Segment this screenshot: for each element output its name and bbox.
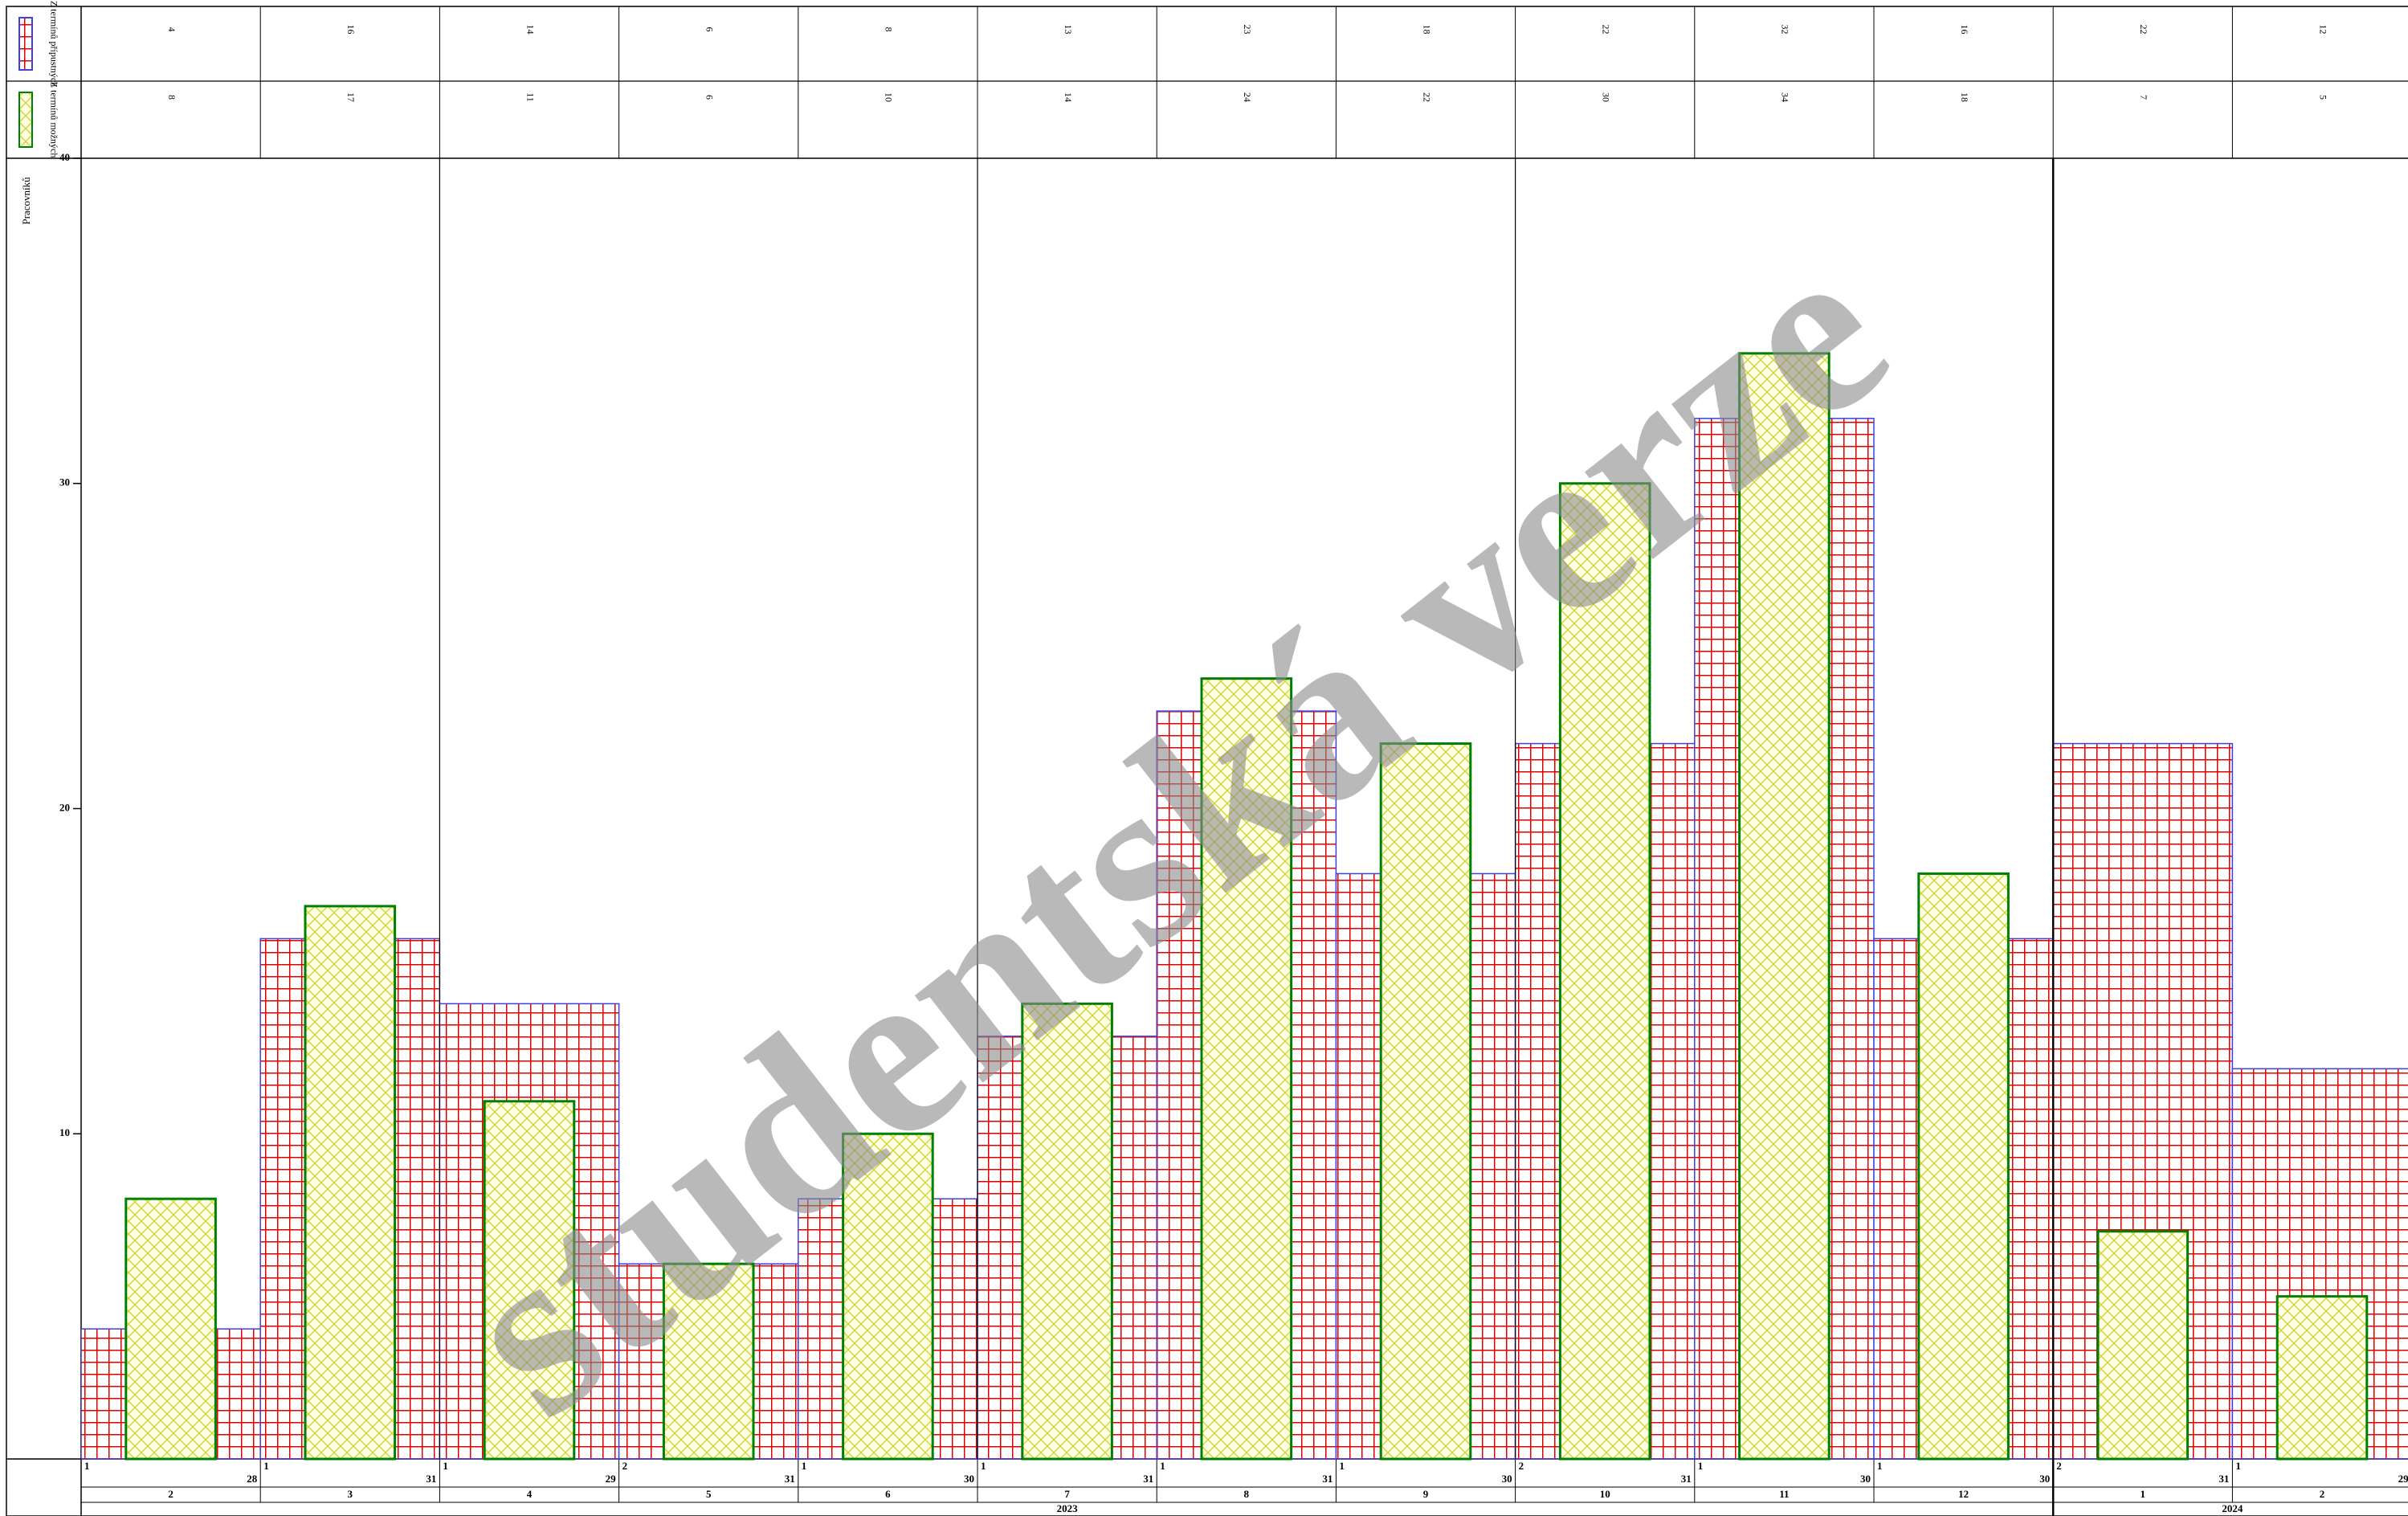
x-day-label: 1: [443, 1460, 448, 1472]
y-tick-label: 20: [59, 801, 70, 813]
table-value: 12: [2317, 25, 2328, 35]
x-day-label: 30: [1502, 1473, 1512, 1485]
x-day-label: 1: [1160, 1460, 1165, 1472]
x-day-label: 31: [2218, 1473, 2229, 1485]
table-value: 6: [704, 27, 715, 32]
table-value: 32: [1780, 25, 1791, 35]
x-tick-label: 6: [885, 1488, 891, 1500]
x-day-label: 28: [247, 1473, 258, 1485]
x-day-label: 1: [981, 1460, 986, 1472]
bar: [483, 1100, 576, 1461]
legend-swatch: [18, 17, 33, 71]
x-tick-label: 8: [1244, 1488, 1250, 1500]
x-day-label: 29: [2398, 1473, 2408, 1485]
table-value: 6: [704, 95, 715, 100]
table-value: 24: [1242, 92, 1253, 102]
x-tick-label: 10: [1600, 1488, 1610, 1500]
x-day-label: 30: [2039, 1473, 2050, 1485]
x-year-label: 2023: [1057, 1502, 1079, 1514]
x-tick-label: 9: [1423, 1488, 1429, 1500]
table-value: 16: [1959, 25, 1970, 35]
table-value: 10: [884, 92, 895, 102]
x-day-label: 30: [964, 1473, 974, 1485]
x-tick-label: 1: [2141, 1488, 2146, 1500]
table-value: 8: [884, 27, 895, 32]
legend-label: Z termínů přípustných: [48, 1, 59, 87]
frame: [6, 6, 2408, 1516]
bar: [1558, 482, 1651, 1461]
bar: [124, 1197, 217, 1461]
legend-swatch: [18, 92, 33, 148]
x-day-label: 31: [1681, 1473, 1692, 1485]
x-day-label: 1: [263, 1460, 269, 1472]
x-day-label: 31: [426, 1473, 436, 1485]
y-tick-label: 40: [59, 151, 70, 163]
x-tick-label: 7: [1064, 1488, 1070, 1500]
y-axis-label: Pracovníků: [20, 177, 32, 225]
table-value: 11: [524, 92, 536, 102]
table-value: 4: [166, 27, 178, 32]
table-value: 30: [1600, 92, 1611, 102]
bar: [2275, 1295, 2369, 1461]
x-day-label: 2: [622, 1460, 628, 1472]
x-day-label: 31: [785, 1473, 795, 1485]
x-day-label: 2: [2056, 1460, 2062, 1472]
x-tick-label: 2: [2320, 1488, 2325, 1500]
bar: [842, 1132, 934, 1461]
bar: [1738, 352, 1830, 1461]
table-value: 14: [1063, 92, 1074, 102]
x-tick-label: 4: [527, 1488, 533, 1500]
bar: [662, 1262, 755, 1461]
x-day-label: 31: [1143, 1473, 1153, 1485]
bar: [1917, 872, 2010, 1461]
table-value: 14: [524, 25, 536, 35]
table-value: 22: [2138, 25, 2149, 35]
bar: [304, 905, 397, 1461]
legend-label: Z termínů možných: [48, 82, 59, 158]
bar: [1021, 1002, 1113, 1461]
table-value: 23: [1242, 25, 1253, 35]
table-value: 22: [1421, 92, 1432, 102]
x-day-label: 1: [1339, 1460, 1345, 1472]
x-tick-label: 2: [168, 1488, 173, 1500]
y-tick-label: 10: [59, 1126, 70, 1138]
x-day-label: 30: [1860, 1473, 1871, 1485]
bar: [1379, 742, 1472, 1461]
plot: 4812821617131314111294662315810130613141…: [81, 6, 2408, 1516]
x-day-label: 1: [802, 1460, 807, 1472]
x-year-label: 2024: [2222, 1502, 2243, 1514]
table-value: 5: [2317, 95, 2328, 100]
table-value: 7: [2138, 95, 2149, 100]
x-day-label: 1: [1877, 1460, 1883, 1472]
bar: [2096, 1230, 2190, 1461]
table-value: 18: [1421, 25, 1432, 35]
x-day-label: 1: [84, 1460, 90, 1472]
table-value: 17: [345, 92, 357, 102]
x-day-label: 29: [606, 1473, 617, 1485]
bar: [1200, 677, 1293, 1461]
table-value: 18: [1959, 92, 1970, 102]
x-day-label: 31: [1322, 1473, 1333, 1485]
x-tick-label: 3: [348, 1488, 353, 1500]
table-value: 13: [1063, 25, 1074, 35]
x-tick-label: 12: [1958, 1488, 1969, 1500]
table-value: 8: [166, 95, 178, 100]
y-tick-label: 30: [59, 476, 70, 488]
table-value: 34: [1780, 92, 1791, 102]
table-value: 22: [1600, 25, 1611, 35]
x-tick-label: 5: [706, 1488, 712, 1500]
x-day-label: 1: [2235, 1460, 2241, 1472]
x-tick-label: 11: [1779, 1488, 1789, 1500]
x-day-label: 1: [1698, 1460, 1704, 1472]
x-day-label: 2: [1519, 1460, 1524, 1472]
table-value: 16: [345, 25, 357, 35]
